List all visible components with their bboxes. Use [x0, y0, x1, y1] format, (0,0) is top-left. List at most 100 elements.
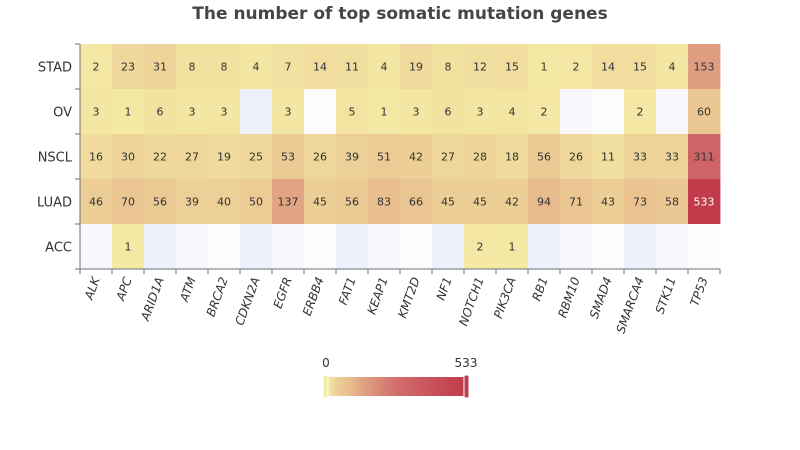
- heatmap-cell-acc-stk11[interactable]: [656, 224, 689, 270]
- heatmap-cell-stad-stk11[interactable]: [656, 44, 689, 90]
- heatmap-cell-acc-atm[interactable]: [176, 224, 209, 270]
- heatmap-cell-luad-egfr[interactable]: [272, 179, 305, 225]
- heatmap-cell-ov-keap1[interactable]: [368, 89, 401, 135]
- heatmap-cell-nscl-tp53[interactable]: [688, 134, 721, 180]
- heatmap-cell-nscl-kmt2d[interactable]: [400, 134, 433, 180]
- heatmap-cell-ov-arid1a[interactable]: [144, 89, 177, 135]
- heatmap-cell-luad-erbb4[interactable]: [304, 179, 337, 225]
- heatmap-cell-luad-rbm10[interactable]: [560, 179, 593, 225]
- heatmap-cell-stad-smad4[interactable]: [592, 44, 625, 90]
- heatmap-cell-acc-kmt2d[interactable]: [400, 224, 433, 270]
- heatmap-cell-stad-rbm10[interactable]: [560, 44, 593, 90]
- heatmap-cell-stad-fat1[interactable]: [336, 44, 369, 90]
- heatmap-cell-nscl-rbm10[interactable]: [560, 134, 593, 180]
- heatmap-cell-acc-rb1[interactable]: [528, 224, 561, 270]
- heatmap-cell-acc-pik3ca[interactable]: [496, 224, 529, 270]
- visual-map-max-handle[interactable]: [463, 374, 470, 399]
- heatmap-cell-stad-arid1a[interactable]: [144, 44, 177, 90]
- heatmap-cell-stad-tp53[interactable]: [688, 44, 721, 90]
- heatmap-cell-ov-egfr[interactable]: [272, 89, 305, 135]
- heatmap-cell-stad-notch1[interactable]: [464, 44, 497, 90]
- heatmap-cell-ov-atm[interactable]: [176, 89, 209, 135]
- heatmap-cell-ov-stk11[interactable]: [656, 89, 689, 135]
- heatmap-cell-stad-kmt2d[interactable]: [400, 44, 433, 90]
- heatmap-cell-stad-pik3ca[interactable]: [496, 44, 529, 90]
- heatmap-cell-acc-egfr[interactable]: [272, 224, 305, 270]
- heatmap-cell-acc-erbb4[interactable]: [304, 224, 337, 270]
- heatmap-cell-luad-alk[interactable]: [80, 179, 113, 225]
- heatmap-cell-nscl-notch1[interactable]: [464, 134, 497, 180]
- heatmap-cell-stad-apc[interactable]: [112, 44, 145, 90]
- heatmap-cell-nscl-pik3ca[interactable]: [496, 134, 529, 180]
- heatmap-cell-ov-alk[interactable]: [80, 89, 113, 135]
- heatmap-cell-acc-smarca4[interactable]: [624, 224, 657, 270]
- heatmap-cell-acc-fat1[interactable]: [336, 224, 369, 270]
- heatmap-cell-stad-keap1[interactable]: [368, 44, 401, 90]
- heatmap-cell-luad-pik3ca[interactable]: [496, 179, 529, 225]
- heatmap-cell-luad-arid1a[interactable]: [144, 179, 177, 225]
- heatmap-cell-ov-erbb4[interactable]: [304, 89, 337, 135]
- heatmap-cell-luad-fat1[interactable]: [336, 179, 369, 225]
- heatmap-cell-stad-cdkn2a[interactable]: [240, 44, 273, 90]
- heatmap-cell-nscl-apc[interactable]: [112, 134, 145, 180]
- heatmap-cell-luad-smarca4[interactable]: [624, 179, 657, 225]
- heatmap-cell-nscl-stk11[interactable]: [656, 134, 689, 180]
- heatmap-cell-nscl-atm[interactable]: [176, 134, 209, 180]
- heatmap-cell-acc-arid1a[interactable]: [144, 224, 177, 270]
- heatmap-cell-luad-rb1[interactable]: [528, 179, 561, 225]
- heatmap-cell-acc-keap1[interactable]: [368, 224, 401, 270]
- heatmap-cell-ov-brca2[interactable]: [208, 89, 241, 135]
- heatmap-cell-luad-notch1[interactable]: [464, 179, 497, 225]
- heatmap-cell-nscl-erbb4[interactable]: [304, 134, 337, 180]
- heatmap-cell-stad-erbb4[interactable]: [304, 44, 337, 90]
- heatmap-cell-luad-cdkn2a[interactable]: [240, 179, 273, 225]
- heatmap-cell-stad-brca2[interactable]: [208, 44, 241, 90]
- heatmap-cell-acc-nf1[interactable]: [432, 224, 465, 270]
- heatmap-cell-luad-kmt2d[interactable]: [400, 179, 433, 225]
- heatmap-cell-ov-tp53[interactable]: [688, 89, 721, 135]
- heatmap-cell-luad-stk11[interactable]: [656, 179, 689, 225]
- heatmap-cell-nscl-fat1[interactable]: [336, 134, 369, 180]
- heatmap-cell-ov-smad4[interactable]: [592, 89, 625, 135]
- heatmap-cell-luad-tp53[interactable]: [688, 179, 721, 225]
- heatmap-cell-luad-brca2[interactable]: [208, 179, 241, 225]
- heatmap-cell-luad-nf1[interactable]: [432, 179, 465, 225]
- visual-map-gradient-bar[interactable]: [326, 377, 466, 396]
- heatmap-cell-ov-rb1[interactable]: [528, 89, 561, 135]
- heatmap-cell-acc-alk[interactable]: [80, 224, 113, 270]
- heatmap-cell-ov-pik3ca[interactable]: [496, 89, 529, 135]
- heatmap-cell-acc-brca2[interactable]: [208, 224, 241, 270]
- heatmap-cell-nscl-arid1a[interactable]: [144, 134, 177, 180]
- heatmap-cell-ov-smarca4[interactable]: [624, 89, 657, 135]
- heatmap-cell-acc-apc[interactable]: [112, 224, 145, 270]
- heatmap-cell-stad-nf1[interactable]: [432, 44, 465, 90]
- heatmap-cell-ov-apc[interactable]: [112, 89, 145, 135]
- heatmap-cell-stad-atm[interactable]: [176, 44, 209, 90]
- visual-map-min-handle[interactable]: [322, 374, 329, 399]
- heatmap-cell-ov-rbm10[interactable]: [560, 89, 593, 135]
- heatmap-cell-luad-apc[interactable]: [112, 179, 145, 225]
- heatmap-cell-nscl-nf1[interactable]: [432, 134, 465, 180]
- heatmap-cell-ov-notch1[interactable]: [464, 89, 497, 135]
- heatmap-cell-acc-smad4[interactable]: [592, 224, 625, 270]
- heatmap-cell-acc-tp53[interactable]: [688, 224, 721, 270]
- heatmap-cell-ov-kmt2d[interactable]: [400, 89, 433, 135]
- heatmap-cell-nscl-smad4[interactable]: [592, 134, 625, 180]
- heatmap-cell-luad-keap1[interactable]: [368, 179, 401, 225]
- heatmap-cell-acc-cdkn2a[interactable]: [240, 224, 273, 270]
- heatmap-cell-nscl-keap1[interactable]: [368, 134, 401, 180]
- heatmap-cell-ov-fat1[interactable]: [336, 89, 369, 135]
- heatmap-cell-ov-nf1[interactable]: [432, 89, 465, 135]
- heatmap-cell-acc-notch1[interactable]: [464, 224, 497, 270]
- heatmap-cell-stad-rb1[interactable]: [528, 44, 561, 90]
- heatmap-cell-nscl-egfr[interactable]: [272, 134, 305, 180]
- visual-map[interactable]: 0 533: [322, 356, 477, 399]
- heatmap-cell-luad-smad4[interactable]: [592, 179, 625, 225]
- heatmap-cell-nscl-cdkn2a[interactable]: [240, 134, 273, 180]
- heatmap-cell-stad-egfr[interactable]: [272, 44, 305, 90]
- heatmap-cell-nscl-smarca4[interactable]: [624, 134, 657, 180]
- heatmap-cell-acc-rbm10[interactable]: [560, 224, 593, 270]
- heatmap-cell-ov-cdkn2a[interactable]: [240, 89, 273, 135]
- heatmap-cell-luad-atm[interactable]: [176, 179, 209, 225]
- heatmap-cell-nscl-rb1[interactable]: [528, 134, 561, 180]
